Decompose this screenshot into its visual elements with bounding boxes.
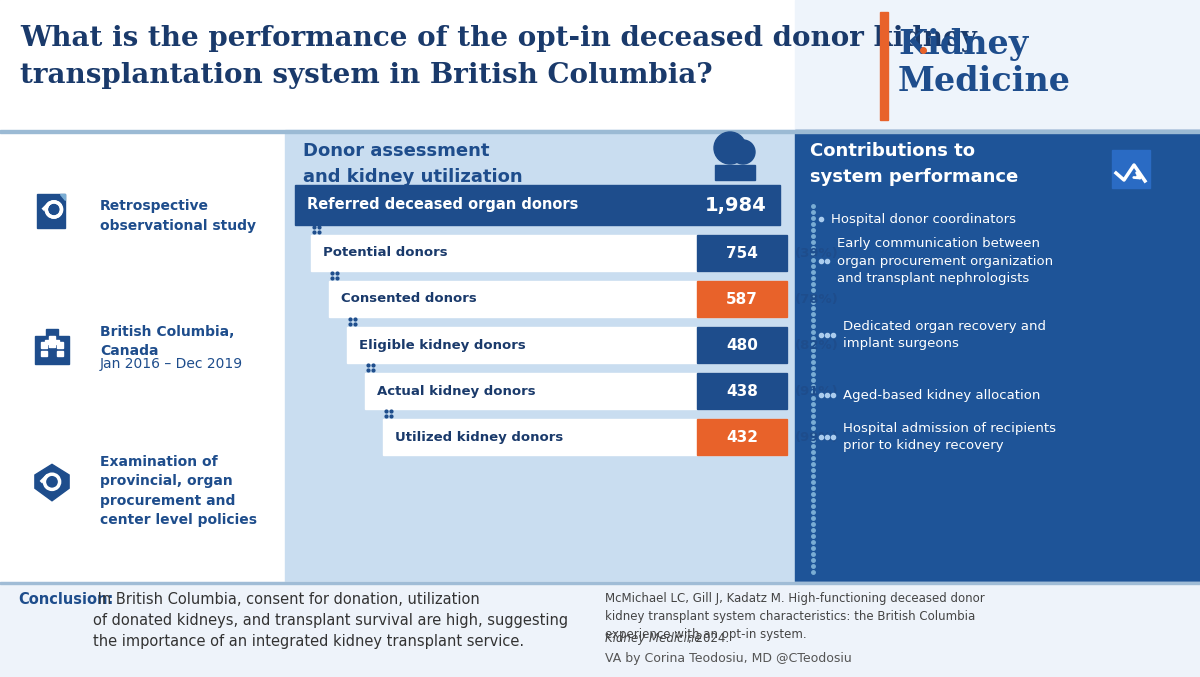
Bar xyxy=(697,373,787,409)
Circle shape xyxy=(731,140,755,164)
Bar xyxy=(311,235,787,271)
Bar xyxy=(41,351,48,357)
Bar xyxy=(56,351,62,357)
Bar xyxy=(796,130,1200,582)
Bar xyxy=(715,165,755,180)
Bar xyxy=(295,185,780,225)
Bar xyxy=(880,12,888,120)
Text: system performance: system performance xyxy=(810,168,1019,186)
Text: British Columbia,
Canada: British Columbia, Canada xyxy=(100,325,234,358)
Bar xyxy=(347,327,787,363)
Text: Eligible kidney donors: Eligible kidney donors xyxy=(359,338,526,351)
Bar xyxy=(35,336,70,364)
Text: (99%): (99%) xyxy=(796,431,839,443)
Text: , 2024.: , 2024. xyxy=(688,632,730,645)
Text: Potential donors: Potential donors xyxy=(323,246,448,259)
Text: Referred deceased organ donors: Referred deceased organ donors xyxy=(307,198,578,213)
Text: Early communication between
organ procurement organization
and transplant nephro: Early communication between organ procur… xyxy=(838,237,1054,285)
Text: transplantation system in British Columbia?: transplantation system in British Columb… xyxy=(20,62,713,89)
Bar xyxy=(697,327,787,363)
Bar xyxy=(0,582,1200,584)
Text: Contributions to: Contributions to xyxy=(810,142,974,160)
Text: 480: 480 xyxy=(726,338,758,353)
Bar xyxy=(0,0,796,130)
Bar xyxy=(329,281,787,317)
Bar xyxy=(56,343,62,348)
Text: What is the performance of the opt-in deceased donor kidney: What is the performance of the opt-in de… xyxy=(20,25,977,52)
Text: (39%): (39%) xyxy=(796,246,839,259)
Text: Kidney Medicine: Kidney Medicine xyxy=(605,632,702,645)
Text: 587: 587 xyxy=(726,292,758,307)
Text: Jan 2016 – Dec 2019: Jan 2016 – Dec 2019 xyxy=(100,357,244,371)
Text: (82%): (82%) xyxy=(796,338,839,351)
Bar xyxy=(697,235,787,271)
Circle shape xyxy=(714,132,746,164)
Bar xyxy=(0,0,1200,130)
Text: Donor assessment: Donor assessment xyxy=(302,142,490,160)
Text: Conclusion:: Conclusion: xyxy=(18,592,113,607)
Text: and kidney utilization: and kidney utilization xyxy=(302,168,523,186)
Bar xyxy=(286,130,796,582)
Text: Actual kidney donors: Actual kidney donors xyxy=(377,385,535,397)
Text: 438: 438 xyxy=(726,383,758,399)
Bar xyxy=(0,130,286,582)
Bar xyxy=(41,343,48,348)
Text: Hospital admission of recipients
prior to kidney recovery: Hospital admission of recipients prior t… xyxy=(842,422,1056,452)
Bar xyxy=(1112,150,1150,188)
Bar xyxy=(47,329,58,336)
Bar xyxy=(0,582,1200,677)
Text: Utilized kidney donors: Utilized kidney donors xyxy=(395,431,563,443)
Bar xyxy=(365,373,787,409)
Text: Aged-based kidney allocation: Aged-based kidney allocation xyxy=(842,389,1040,401)
Text: McMichael LC, Gill J, Kadatz M. High-functioning deceased donor
kidney transplan: McMichael LC, Gill J, Kadatz M. High-fun… xyxy=(605,592,985,641)
Bar xyxy=(37,194,65,228)
Bar xyxy=(383,419,787,455)
Text: (91%): (91%) xyxy=(796,385,839,397)
Text: Dedicated organ recovery and
implant surgeons: Dedicated organ recovery and implant sur… xyxy=(842,320,1046,350)
Text: In British Columbia, consent for donation, utilization
of donated kidneys, and t: In British Columbia, consent for donatio… xyxy=(94,592,568,649)
Bar xyxy=(46,340,59,345)
Text: (78%): (78%) xyxy=(796,292,839,305)
Polygon shape xyxy=(35,464,70,501)
Bar xyxy=(796,0,1200,130)
Text: Retrospective
observational study: Retrospective observational study xyxy=(100,199,256,233)
Polygon shape xyxy=(60,194,65,200)
Text: Medicine: Medicine xyxy=(898,65,1072,98)
Text: Consented donors: Consented donors xyxy=(341,292,476,305)
Bar xyxy=(0,130,1200,133)
Text: 432: 432 xyxy=(726,429,758,445)
Text: Hospital donor coordinators: Hospital donor coordinators xyxy=(830,213,1016,225)
Text: 1,984: 1,984 xyxy=(706,196,767,215)
Bar xyxy=(697,281,787,317)
Text: VA by Corina Teodosiu, MD @CTeodosiu: VA by Corina Teodosiu, MD @CTeodosiu xyxy=(605,652,852,665)
Text: Examination of
provincial, organ
procurement and
center level policies: Examination of provincial, organ procure… xyxy=(100,454,257,527)
Bar xyxy=(697,419,787,455)
Text: Kidney: Kidney xyxy=(898,28,1028,61)
Text: 754: 754 xyxy=(726,246,758,261)
Bar xyxy=(49,336,55,347)
